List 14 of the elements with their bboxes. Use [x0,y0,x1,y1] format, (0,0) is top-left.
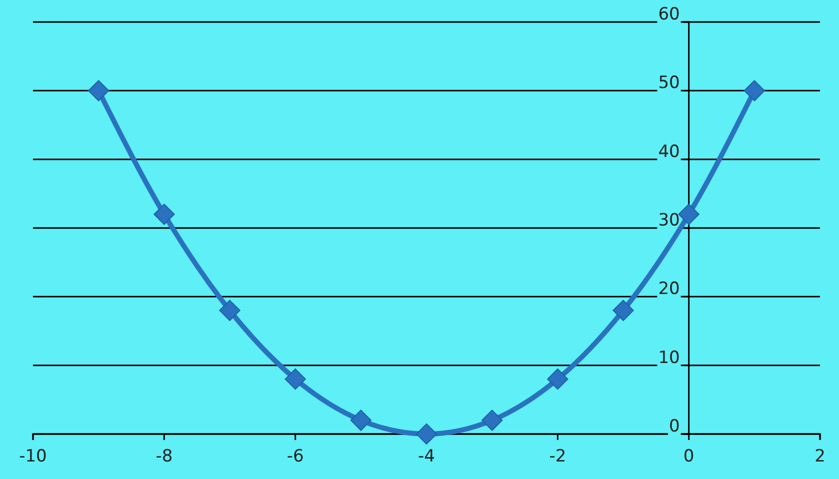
x-tick-label: -4 [418,446,435,467]
x-tick-label: -6 [286,446,304,467]
y-tick-label: 60 [658,4,680,24]
y-tick-label: 20 [658,279,680,300]
y-tick-label: 30 [658,210,680,230]
y-tick-label: 10 [658,348,680,368]
x-tick-label: -10 [19,446,47,467]
y-tick-label: 50 [658,73,680,94]
y-tick-label: 0 [669,416,680,436]
x-tick-label: 2 [814,446,826,467]
x-tick-label: -2 [549,446,566,467]
y-tick-label: 40 [658,142,680,162]
x-tick-label: -8 [156,446,173,467]
x-tick-label: 0 [683,446,694,467]
